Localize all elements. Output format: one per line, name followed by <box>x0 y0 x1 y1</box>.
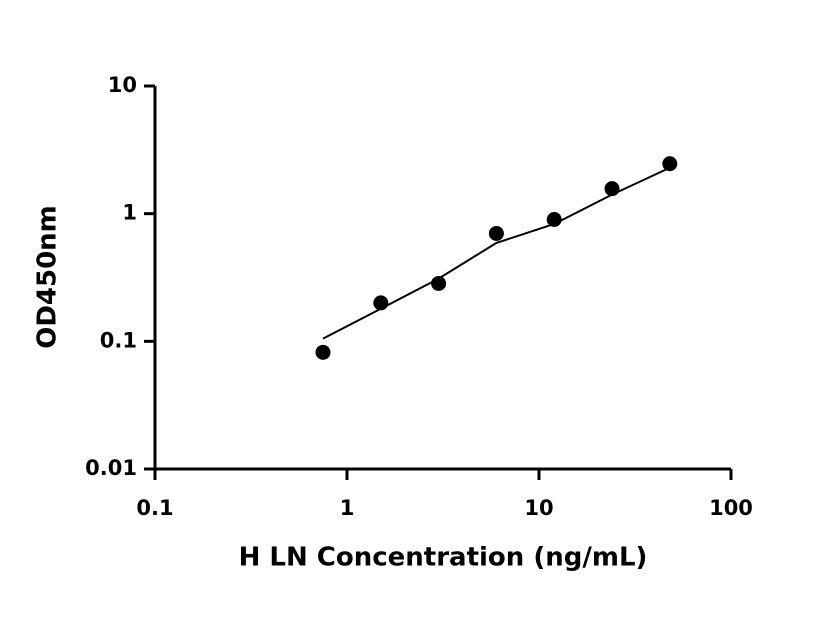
x-tick-label: 0.1 <box>136 496 173 520</box>
data-point <box>488 225 504 241</box>
data-point <box>373 295 389 311</box>
data-point <box>662 156 678 172</box>
x-tick-label: 1 <box>340 496 355 520</box>
x-axis-title: H LN Concentration (ng/mL) <box>239 543 648 573</box>
y-tick-label: 0.01 <box>85 456 137 480</box>
x-tick-label: 10 <box>524 496 553 520</box>
y-tick-label: 1 <box>122 201 137 225</box>
y-axis-title: OD450nm <box>33 205 63 349</box>
x-tick-label: 100 <box>709 496 753 520</box>
y-tick-label: 10 <box>108 73 137 97</box>
y-tick-label: 0.1 <box>100 328 137 352</box>
data-point <box>315 344 331 360</box>
data-point <box>546 212 562 228</box>
data-point <box>604 181 620 197</box>
data-point <box>431 275 447 291</box>
